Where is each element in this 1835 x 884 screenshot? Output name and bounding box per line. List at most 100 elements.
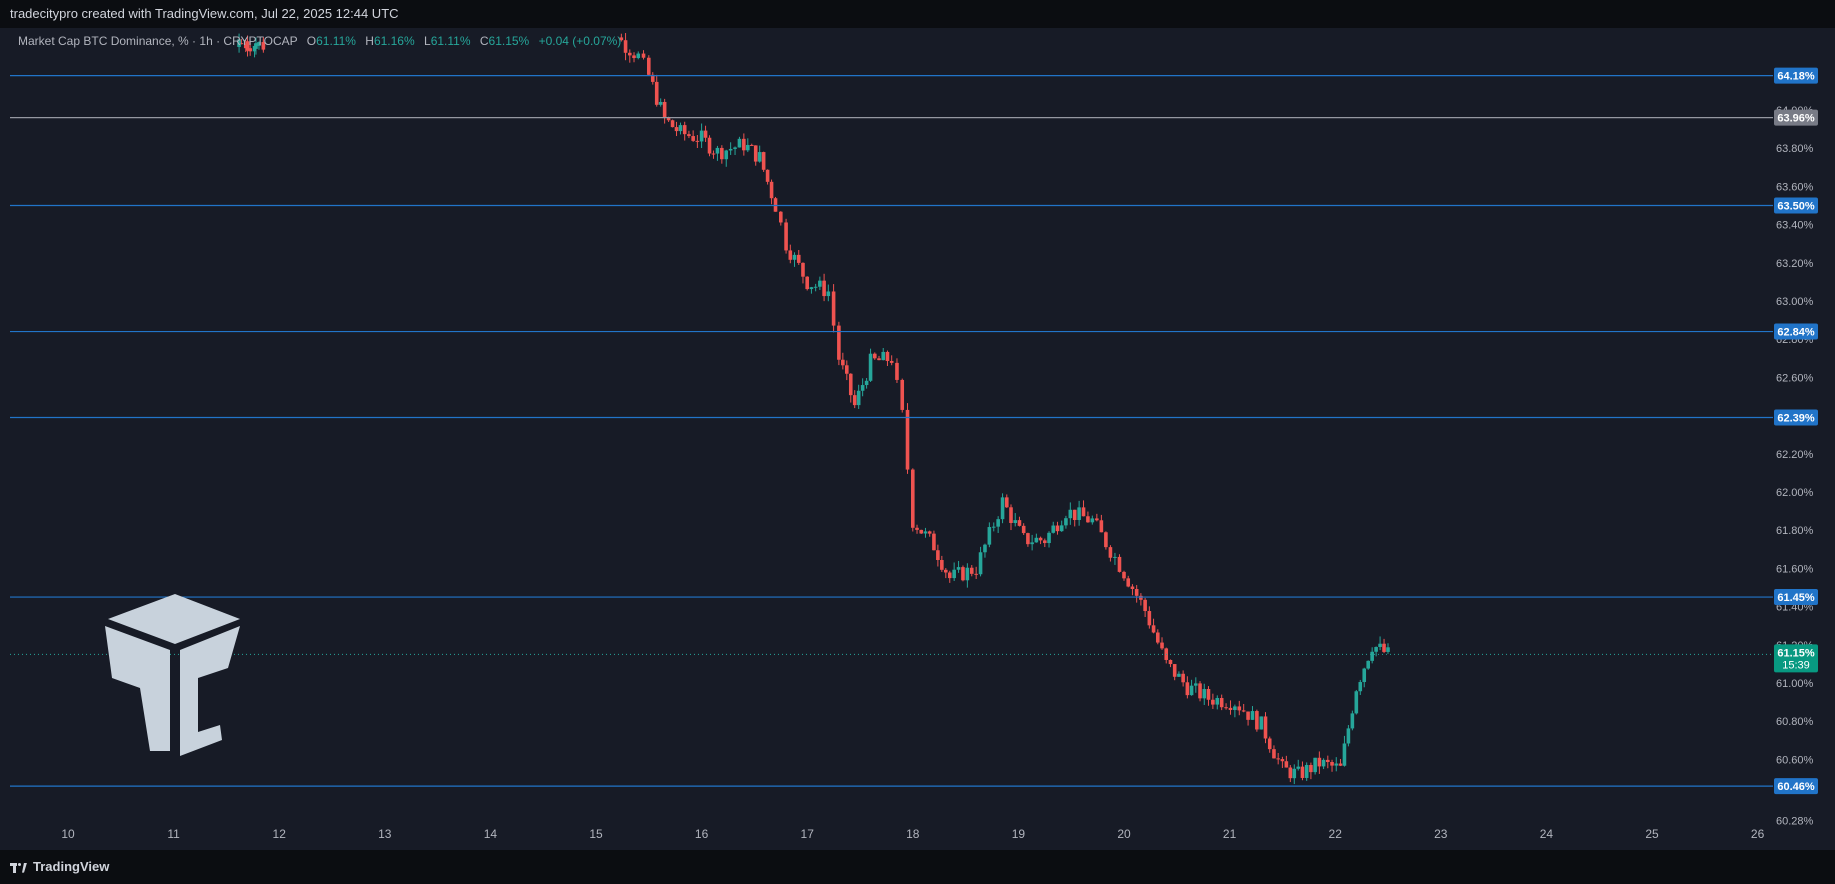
candle-body [1104, 532, 1108, 548]
candle-body [1055, 525, 1060, 532]
candle-body [965, 567, 970, 581]
candle-body [703, 130, 708, 138]
candle-body [619, 37, 624, 41]
open-value: 61.11% [316, 34, 356, 48]
candle-body [1051, 525, 1056, 533]
low-label: L [424, 34, 431, 48]
candle-body [813, 286, 818, 288]
candle-body [779, 211, 783, 223]
high-value: 61.16% [373, 34, 415, 48]
candle-body [757, 152, 762, 162]
bar-countdown-text: 15:39 [1782, 659, 1810, 671]
candle-body [1255, 711, 1259, 730]
y-tick-label: 63.40% [1776, 220, 1814, 232]
candle-body [1151, 625, 1156, 633]
candle-body [841, 359, 845, 366]
tradingview-brand[interactable]: TradingView [10, 850, 109, 884]
candle-body [796, 254, 801, 263]
candle-body [647, 57, 651, 75]
candle-body [239, 43, 244, 45]
candle-body [1267, 738, 1272, 750]
candle-body [1296, 766, 1301, 769]
x-tick-label: 17 [801, 827, 815, 841]
footer-bar: TradingView [0, 850, 1835, 884]
candle-body [915, 527, 919, 530]
candle-body [1366, 660, 1370, 669]
candle-body [674, 127, 679, 132]
x-tick-label: 24 [1540, 827, 1554, 841]
candle-body [737, 138, 742, 148]
candle-body [895, 362, 899, 380]
candle-body [1362, 668, 1367, 683]
candle-body [1330, 762, 1334, 766]
candle-body [1081, 507, 1086, 517]
candle-body [1122, 571, 1126, 579]
x-tick-label: 25 [1645, 827, 1659, 841]
candle-body [1026, 533, 1030, 545]
candle-body [881, 351, 886, 361]
candle-body [733, 147, 737, 149]
candle-body [1272, 749, 1276, 759]
candle-body [1309, 764, 1313, 773]
level-price-label [1774, 197, 1818, 214]
candle-body [1108, 547, 1113, 558]
candle-body [1185, 682, 1190, 696]
candle-body [1004, 497, 1009, 508]
candle-body [1280, 759, 1285, 762]
level-price-text: 62.84% [1777, 327, 1815, 339]
level-price-text: 61.45% [1777, 592, 1815, 604]
x-tick-label: 19 [1012, 827, 1026, 841]
candle-body [1378, 643, 1382, 648]
candle-body [1241, 710, 1246, 712]
price-chart[interactable]: 64.00%63.80%63.60%63.40%63.20%63.00%62.8… [0, 28, 1835, 850]
tradingview-brand-text: TradingView [33, 859, 110, 874]
candle-body [845, 365, 849, 374]
candle-body [1090, 518, 1095, 523]
candle-body [1313, 757, 1317, 773]
candle-body [1189, 685, 1194, 696]
candle-body [1334, 763, 1339, 766]
candle-body [1292, 768, 1297, 779]
high-label: H [365, 34, 374, 48]
candle-body [919, 529, 924, 534]
chart-credit-bar: tradecitypro created with TradingView.co… [0, 0, 1835, 28]
candle-body [1126, 578, 1131, 587]
candle-body [856, 390, 861, 406]
candle-body [1013, 520, 1018, 523]
candle-body [1374, 647, 1378, 652]
close-label: C [479, 34, 489, 48]
candle-body [658, 101, 663, 105]
candle-body [961, 567, 965, 581]
current-price-text: 61.15% [1777, 647, 1815, 659]
candle-body [1177, 673, 1181, 677]
candle-body [885, 351, 890, 361]
candle-body [749, 144, 754, 146]
candle-body [1198, 683, 1202, 699]
x-tick-label: 15 [589, 827, 603, 841]
candle-body [818, 280, 822, 287]
candle-body [1284, 761, 1289, 768]
candle-body [868, 353, 873, 381]
candle-body [784, 222, 788, 251]
candle-body [1030, 542, 1034, 545]
symbol-title: Market Cap BTC Dominance, % · 1h · CRYPT… [18, 34, 298, 48]
candle-body [1237, 706, 1242, 711]
y-tick-label: 60.28% [1776, 816, 1814, 828]
candle-body [923, 531, 928, 534]
candle-body [1224, 707, 1228, 709]
candle-body [632, 55, 636, 59]
candle-body [1113, 556, 1117, 558]
candle-body [837, 325, 841, 360]
y-tick-label: 61.00% [1776, 678, 1814, 690]
candle-body [1017, 520, 1022, 526]
y-tick-label: 62.60% [1776, 372, 1814, 384]
candle-body [1034, 537, 1039, 543]
candle-body [1246, 711, 1250, 720]
candle-body [822, 280, 826, 297]
candle-body [1250, 711, 1255, 720]
chart-panel[interactable]: 64.00%63.80%63.60%63.40%63.20%63.00%62.8… [0, 28, 1835, 850]
x-tick-label: 23 [1434, 827, 1448, 841]
candle-body [831, 291, 836, 326]
candle-body [1211, 699, 1215, 705]
candle-body [848, 373, 853, 396]
